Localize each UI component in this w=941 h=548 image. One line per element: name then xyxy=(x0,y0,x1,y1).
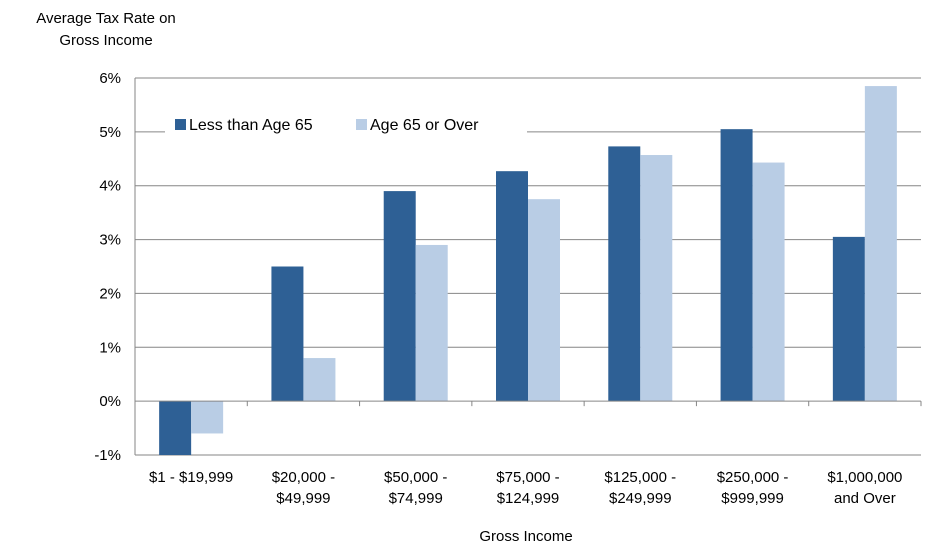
y-axis-title-line: Average Tax Rate on xyxy=(36,10,176,27)
bar-65-plus xyxy=(303,358,336,402)
bar-65-plus xyxy=(864,86,897,402)
y-tick-label: 6% xyxy=(99,70,121,87)
legend: Less than Age 65 Age 65 or Over xyxy=(165,107,527,141)
x-tick-label: $124,999 xyxy=(497,490,560,507)
y-tick-label: 2% xyxy=(99,285,121,302)
y-axis-title: Average Tax Rate on Gross Income xyxy=(36,10,176,49)
x-tick-label: $1 - $19,999 xyxy=(149,469,233,486)
y-axis-title-line: Gross Income xyxy=(59,32,152,49)
y-tick-label: 3% xyxy=(99,232,121,249)
x-tick-label: $1,000,000 xyxy=(827,469,902,486)
bar-under-65 xyxy=(496,171,528,402)
y-tick-label: 1% xyxy=(99,339,121,356)
legend-swatch xyxy=(175,119,186,130)
y-tick-label: 5% xyxy=(99,124,121,141)
x-tick-label: $49,999 xyxy=(276,490,330,507)
legend-background xyxy=(165,107,527,141)
legend-label: Age 65 or Over xyxy=(370,117,479,134)
x-tick-label: $999,999 xyxy=(721,490,784,507)
x-axis xyxy=(134,78,922,455)
x-tick-label: $249,999 xyxy=(609,490,672,507)
bar-65-plus xyxy=(528,199,560,402)
bar-under-65 xyxy=(720,129,753,402)
bar-65-plus xyxy=(191,401,224,434)
y-tick-labels: -1% 0% 1% 2% 3% 4% 5% 6% xyxy=(94,70,121,464)
x-axis-title: Gross Income xyxy=(479,528,572,545)
bar-under-65 xyxy=(159,401,192,455)
y-tick-label: 0% xyxy=(99,393,121,410)
x-tick-label: and Over xyxy=(834,490,896,507)
x-tick-label: $125,000 - xyxy=(604,469,676,486)
y-tick-label: 4% xyxy=(99,178,121,195)
x-tick-label: $50,000 - xyxy=(384,469,447,486)
bars xyxy=(159,86,897,455)
bar-65-plus xyxy=(640,155,673,402)
bar-65-plus xyxy=(752,162,785,402)
bar-under-65 xyxy=(832,236,865,402)
y-tick-label: -1% xyxy=(94,447,121,464)
bar-under-65 xyxy=(608,146,641,402)
x-tick-label: $74,999 xyxy=(389,490,443,507)
x-tick-labels: $1 - $19,999 $20,000 - $49,999 $50,000 - $74… xyxy=(149,469,902,507)
bar-65-plus xyxy=(415,244,448,402)
legend-swatch xyxy=(356,119,367,130)
x-tick-label: $250,000 - xyxy=(717,469,789,486)
bar-under-65 xyxy=(271,266,304,402)
x-tick-label: $20,000 - xyxy=(272,469,335,486)
x-tick-label: $75,000 - xyxy=(496,469,559,486)
legend-label: Less than Age 65 xyxy=(189,117,313,134)
bar-under-65 xyxy=(383,191,416,402)
